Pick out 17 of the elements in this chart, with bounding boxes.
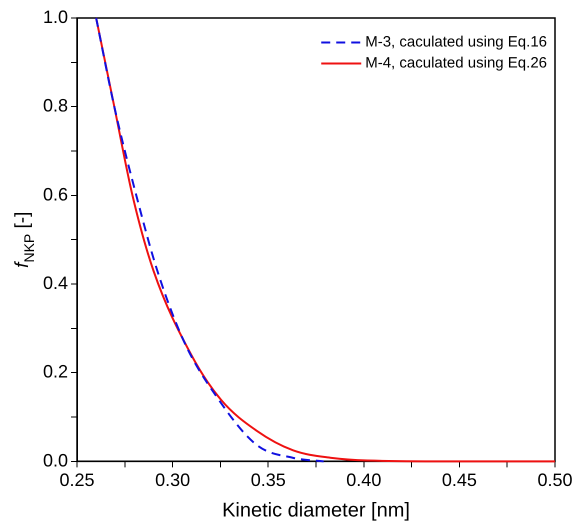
- y-tick-label: 0.0: [42, 450, 68, 470]
- x-tick-label: 0.40: [346, 470, 382, 490]
- y-tick-label: 0.4: [42, 273, 68, 294]
- x-tick-label: 0.45: [442, 470, 477, 490]
- y-tick-label: 0.8: [42, 96, 68, 116]
- x-tick-label: 0.25: [60, 470, 95, 490]
- x-axis-title: Kinetic diameter [nm]: [222, 500, 410, 522]
- y-axis-title: fNKP [-]: [12, 212, 37, 268]
- x-tick-label: 0.50: [537, 470, 573, 490]
- y-tick-label: 0.2: [42, 362, 68, 382]
- x-tick-label: 0.35: [250, 470, 286, 490]
- y-tick-label: 1.0: [42, 6, 68, 27]
- line-series: [95, 17, 325, 462]
- legend-label: M-3, caculated using Eq.16: [365, 34, 548, 51]
- x-tick-label: 0.30: [155, 470, 190, 490]
- legend-label: M-4, caculated using Eq.26: [365, 54, 548, 72]
- y-tick-label: 0.6: [42, 184, 68, 204]
